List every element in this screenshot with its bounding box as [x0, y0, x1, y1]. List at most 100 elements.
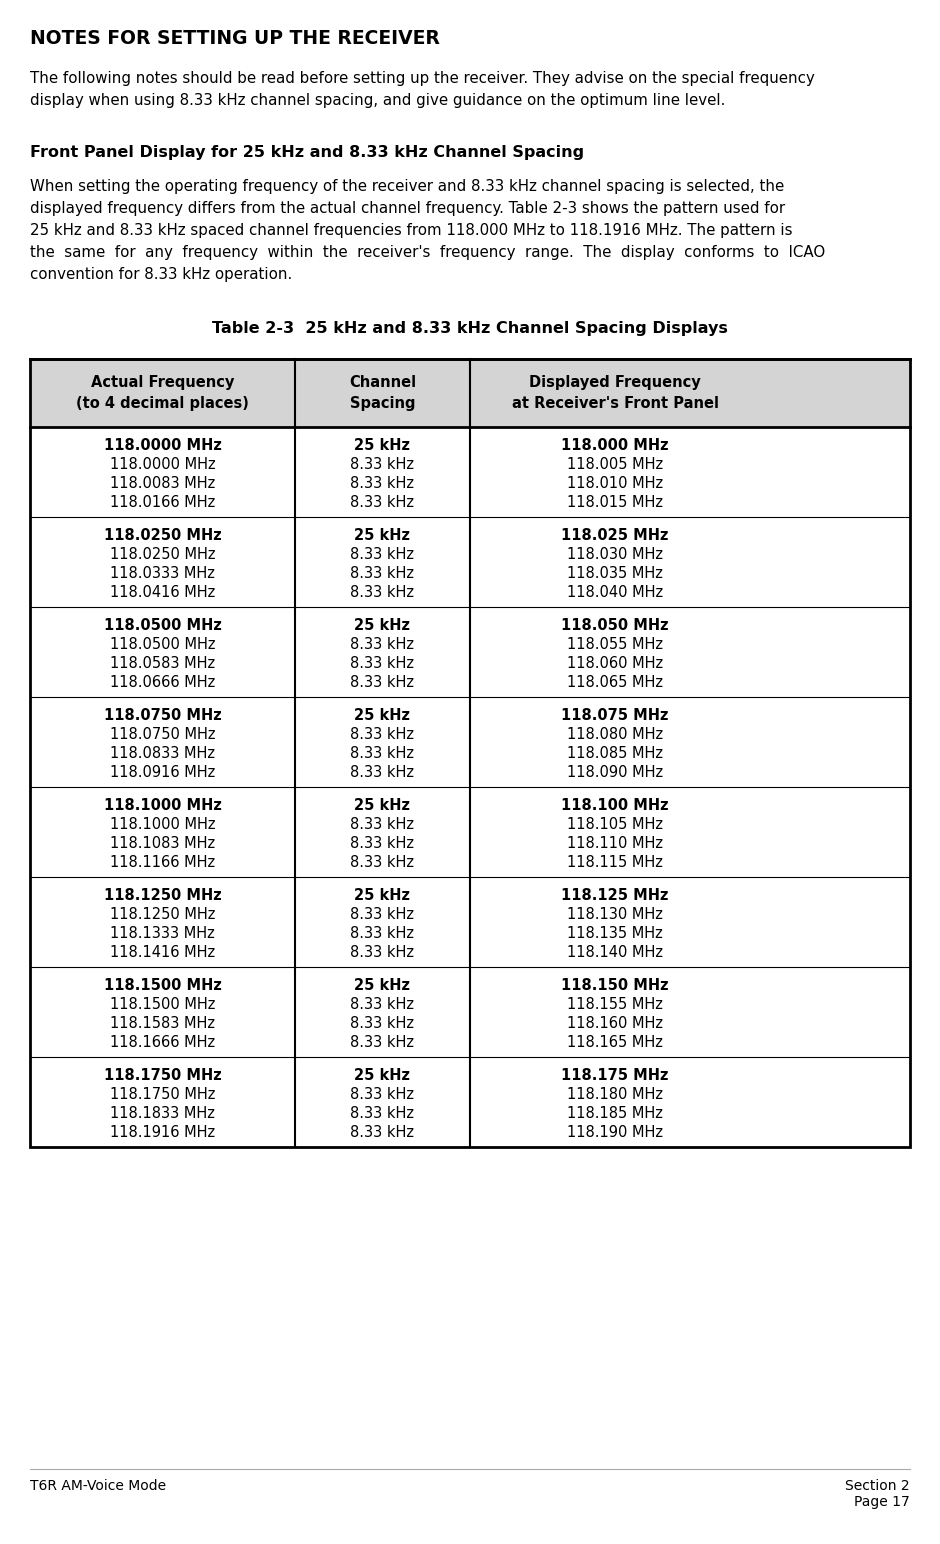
Text: 25 kHz: 25 kHz: [354, 438, 411, 452]
Text: 118.1250 MHz: 118.1250 MHz: [103, 888, 222, 903]
Text: 118.060 MHz: 118.060 MHz: [567, 656, 663, 672]
Text: 118.1666 MHz: 118.1666 MHz: [110, 1034, 215, 1050]
Bar: [30, 360, 910, 1147]
Text: display when using 8.33 kHz channel spacing, and give guidance on the optimum li: display when using 8.33 kHz channel spac…: [30, 93, 726, 108]
Text: 118.0083 MHz: 118.0083 MHz: [110, 476, 215, 491]
Text: 118.035 MHz: 118.035 MHz: [567, 567, 663, 581]
Text: 118.130 MHz: 118.130 MHz: [567, 906, 663, 922]
Text: 118.085 MHz: 118.085 MHz: [567, 746, 663, 761]
Text: Section 2: Section 2: [845, 1479, 910, 1493]
Text: 8.33 kHz: 8.33 kHz: [351, 638, 415, 652]
Text: 118.125 MHz: 118.125 MHz: [561, 888, 668, 903]
Text: 118.075 MHz: 118.075 MHz: [561, 709, 668, 723]
Text: 118.1750 MHz: 118.1750 MHz: [103, 1068, 222, 1082]
Text: 8.33 kHz: 8.33 kHz: [351, 1087, 415, 1102]
Text: Page 17: Page 17: [854, 1495, 910, 1508]
Text: 118.030 MHz: 118.030 MHz: [567, 547, 663, 562]
Text: 118.110 MHz: 118.110 MHz: [567, 835, 663, 851]
Text: 118.1000 MHz: 118.1000 MHz: [110, 817, 215, 832]
Text: 25 kHz: 25 kHz: [354, 798, 411, 814]
Text: 118.180 MHz: 118.180 MHz: [567, 1087, 663, 1102]
Text: 118.0000 MHz: 118.0000 MHz: [103, 438, 222, 452]
Text: 118.0583 MHz: 118.0583 MHz: [110, 656, 215, 672]
Text: 118.105 MHz: 118.105 MHz: [567, 817, 663, 832]
Text: Displayed Frequency
at Receiver's Front Panel: Displayed Frequency at Receiver's Front …: [511, 375, 718, 411]
Text: 8.33 kHz: 8.33 kHz: [351, 1016, 415, 1031]
Text: Front Panel Display for 25 kHz and 8.33 kHz Channel Spacing: Front Panel Display for 25 kHz and 8.33 …: [30, 145, 584, 161]
Text: 8.33 kHz: 8.33 kHz: [351, 457, 415, 472]
Text: 118.025 MHz: 118.025 MHz: [561, 528, 668, 543]
Text: 8.33 kHz: 8.33 kHz: [351, 496, 415, 510]
Text: 118.080 MHz: 118.080 MHz: [567, 727, 663, 743]
Text: 118.155 MHz: 118.155 MHz: [567, 997, 663, 1011]
Text: 118.150 MHz: 118.150 MHz: [561, 977, 669, 993]
Text: 118.0333 MHz: 118.0333 MHz: [110, 567, 215, 581]
Text: 118.1500 MHz: 118.1500 MHz: [110, 997, 215, 1011]
Text: 8.33 kHz: 8.33 kHz: [351, 585, 415, 601]
Text: displayed frequency differs from the actual channel frequency. Table 2-3 shows t: displayed frequency differs from the act…: [30, 201, 785, 216]
Text: 118.0250 MHz: 118.0250 MHz: [103, 528, 222, 543]
Text: 8.33 kHz: 8.33 kHz: [351, 1126, 415, 1139]
Text: 118.100 MHz: 118.100 MHz: [561, 798, 669, 814]
Text: 8.33 kHz: 8.33 kHz: [351, 1106, 415, 1121]
Text: 118.050 MHz: 118.050 MHz: [561, 618, 669, 633]
Text: 118.015 MHz: 118.015 MHz: [567, 496, 663, 510]
Text: 118.115 MHz: 118.115 MHz: [567, 855, 663, 869]
Text: 118.055 MHz: 118.055 MHz: [567, 638, 663, 652]
Text: Channel
Spacing: Channel Spacing: [349, 375, 416, 411]
Text: 118.090 MHz: 118.090 MHz: [567, 764, 663, 780]
Text: Table 2-3  25 kHz and 8.33 kHz Channel Spacing Displays: Table 2-3 25 kHz and 8.33 kHz Channel Sp…: [212, 321, 728, 337]
Text: 118.040 MHz: 118.040 MHz: [567, 585, 663, 601]
Text: 118.1083 MHz: 118.1083 MHz: [110, 835, 215, 851]
Text: 118.1833 MHz: 118.1833 MHz: [110, 1106, 215, 1121]
Text: 118.005 MHz: 118.005 MHz: [567, 457, 663, 472]
Text: 118.190 MHz: 118.190 MHz: [567, 1126, 663, 1139]
Text: When setting the operating frequency of the receiver and 8.33 kHz channel spacin: When setting the operating frequency of …: [30, 179, 784, 195]
Text: 118.140 MHz: 118.140 MHz: [567, 945, 663, 960]
Text: 118.0000 MHz: 118.0000 MHz: [110, 457, 215, 472]
Text: 8.33 kHz: 8.33 kHz: [351, 764, 415, 780]
Text: 118.175 MHz: 118.175 MHz: [561, 1068, 668, 1082]
Text: 118.0750 MHz: 118.0750 MHz: [103, 709, 222, 723]
Text: 8.33 kHz: 8.33 kHz: [351, 926, 415, 940]
Text: 118.160 MHz: 118.160 MHz: [567, 1016, 663, 1031]
Text: 118.1166 MHz: 118.1166 MHz: [110, 855, 215, 869]
Text: 118.1250 MHz: 118.1250 MHz: [110, 906, 215, 922]
Text: 118.1333 MHz: 118.1333 MHz: [110, 926, 215, 940]
Text: T6R AM-Voice Mode: T6R AM-Voice Mode: [30, 1479, 166, 1493]
Bar: [30, 360, 910, 428]
Text: 118.0500 MHz: 118.0500 MHz: [110, 638, 215, 652]
Text: 8.33 kHz: 8.33 kHz: [351, 855, 415, 869]
Text: 118.185 MHz: 118.185 MHz: [567, 1106, 663, 1121]
Text: 118.135 MHz: 118.135 MHz: [567, 926, 663, 940]
Text: 8.33 kHz: 8.33 kHz: [351, 547, 415, 562]
Text: 8.33 kHz: 8.33 kHz: [351, 476, 415, 491]
Text: 118.0916 MHz: 118.0916 MHz: [110, 764, 215, 780]
Text: 25 kHz: 25 kHz: [354, 1068, 411, 1082]
Text: 118.1416 MHz: 118.1416 MHz: [110, 945, 215, 960]
Text: 25 kHz and 8.33 kHz spaced channel frequencies from 118.000 MHz to 118.1916 MHz.: 25 kHz and 8.33 kHz spaced channel frequ…: [30, 222, 792, 238]
Text: 8.33 kHz: 8.33 kHz: [351, 817, 415, 832]
Text: 118.0250 MHz: 118.0250 MHz: [110, 547, 215, 562]
Text: 118.165 MHz: 118.165 MHz: [567, 1034, 663, 1050]
Text: 8.33 kHz: 8.33 kHz: [351, 727, 415, 743]
Text: 118.0416 MHz: 118.0416 MHz: [110, 585, 215, 601]
Text: 8.33 kHz: 8.33 kHz: [351, 746, 415, 761]
Text: 8.33 kHz: 8.33 kHz: [351, 997, 415, 1011]
Text: convention for 8.33 kHz operation.: convention for 8.33 kHz operation.: [30, 267, 292, 283]
Text: the  same  for  any  frequency  within  the  receiver's  frequency  range.  The : the same for any frequency within the re…: [30, 245, 825, 259]
Text: 8.33 kHz: 8.33 kHz: [351, 675, 415, 690]
Text: 8.33 kHz: 8.33 kHz: [351, 1034, 415, 1050]
Text: 118.1500 MHz: 118.1500 MHz: [103, 977, 222, 993]
Text: 118.0166 MHz: 118.0166 MHz: [110, 496, 215, 510]
Text: 118.1750 MHz: 118.1750 MHz: [110, 1087, 215, 1102]
Text: 118.1000 MHz: 118.1000 MHz: [103, 798, 222, 814]
Text: 25 kHz: 25 kHz: [354, 618, 411, 633]
Text: The following notes should be read before setting up the receiver. They advise o: The following notes should be read befor…: [30, 71, 815, 86]
Text: 8.33 kHz: 8.33 kHz: [351, 656, 415, 672]
Text: 8.33 kHz: 8.33 kHz: [351, 567, 415, 581]
Text: 25 kHz: 25 kHz: [354, 709, 411, 723]
Text: 118.065 MHz: 118.065 MHz: [567, 675, 663, 690]
Text: 118.1583 MHz: 118.1583 MHz: [110, 1016, 215, 1031]
Text: Actual Frequency
(to 4 decimal places): Actual Frequency (to 4 decimal places): [76, 375, 249, 411]
